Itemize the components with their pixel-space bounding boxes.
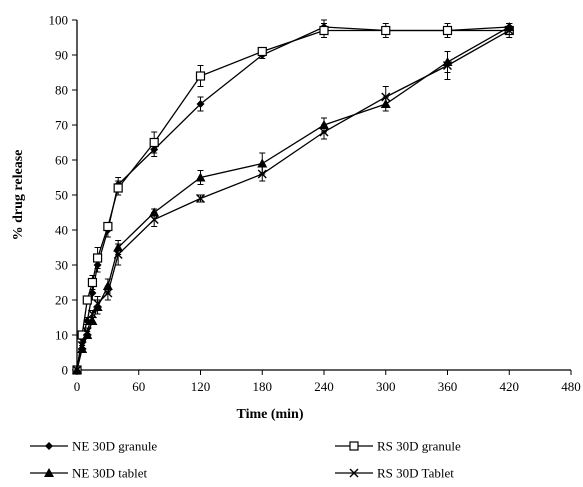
legend-label: RS 30D granule [377, 439, 461, 454]
data-point [72, 365, 82, 375]
x-tick-label: 60 [132, 379, 145, 394]
data-point [103, 288, 113, 298]
data-point [504, 26, 514, 35]
data-point [77, 341, 87, 350]
y-tick-label: 10 [55, 328, 68, 343]
data-point [93, 299, 103, 308]
y-axis-label: % drug release [11, 150, 26, 241]
data-point [443, 61, 452, 70]
data-point [113, 183, 123, 193]
data-point [442, 25, 453, 36]
series-3 [72, 23, 514, 375]
y-tick-label: 60 [55, 153, 68, 168]
series-line [76, 26, 510, 371]
x-tick-label: 240 [314, 379, 334, 394]
data-point [257, 158, 268, 168]
y-tick-label: 20 [55, 293, 68, 308]
data-point [319, 127, 329, 137]
y-tick-label: 50 [55, 188, 68, 203]
data-point [149, 137, 159, 148]
y-tick-label: 70 [55, 118, 68, 133]
legend-item: NE 30D granule [30, 439, 157, 454]
data-point [196, 194, 205, 203]
x-tick-label: 0 [74, 379, 81, 394]
data-point [113, 250, 123, 259]
legend-label: NE 30D tablet [72, 466, 147, 481]
legend-item: NE 30D tablet [30, 466, 147, 481]
y-tick-label: 80 [55, 83, 68, 98]
series-line [76, 26, 510, 371]
data-point [195, 71, 206, 81]
y-tick-label: 40 [55, 223, 68, 238]
data-point [196, 100, 205, 108]
data-point [92, 253, 103, 263]
data-point [381, 25, 391, 36]
legend-label: RS 30D Tablet [377, 466, 454, 481]
legend-marker [44, 468, 54, 477]
x-tick-label: 360 [438, 379, 458, 394]
data-point [87, 277, 98, 288]
data-point [319, 25, 329, 36]
x-tick-label: 180 [253, 379, 273, 394]
plot-area: 0 60 120 180 240 300 360 420 480 0 10 20 30 40 50 60 70 8… [49, 13, 581, 395]
y-tick-label: 100 [49, 13, 69, 28]
legend-marker [349, 468, 359, 478]
data-point [381, 92, 391, 102]
x-axis-label: Time (min) [236, 407, 303, 422]
legend-item: RS 30D Tablet [335, 466, 454, 481]
legend: NE 30D granule RS 30D granule NE 30D table… [30, 439, 461, 481]
data-point [82, 327, 92, 336]
x-tick-label: 300 [376, 379, 396, 394]
legend-label: NE 30D granule [72, 439, 157, 454]
y-tick-label: 90 [55, 48, 68, 63]
x-tick-label: 420 [500, 379, 520, 394]
x-tick-label: 120 [191, 379, 211, 394]
data-point [103, 221, 113, 232]
y-tick-label: 0 [62, 363, 69, 378]
legend-marker [45, 442, 53, 450]
y-tick-label: 30 [55, 258, 68, 273]
x-tick-label: 480 [561, 379, 581, 394]
legend-marker [349, 441, 359, 451]
series-line [76, 29, 510, 371]
data-point [257, 46, 267, 57]
data-point [257, 169, 267, 179]
data-point [149, 215, 159, 224]
data-point [87, 309, 97, 319]
data-point [195, 172, 206, 182]
data-point [82, 295, 92, 305]
legend-item: RS 30D granule [335, 439, 461, 454]
series-line [76, 29, 510, 371]
